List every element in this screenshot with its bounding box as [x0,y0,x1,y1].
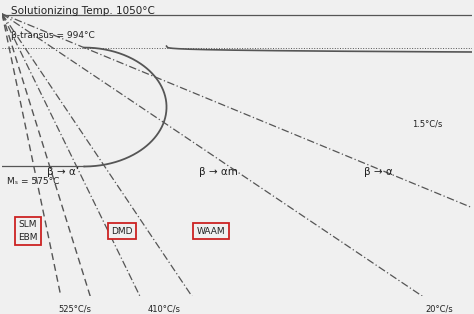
Text: 410°C/s: 410°C/s [148,305,181,313]
Text: WAAM: WAAM [197,227,226,236]
Text: Mₛ = 575°C: Mₛ = 575°C [7,177,59,186]
Text: β → α: β → α [364,167,392,177]
Text: β-transus = 994°C: β-transus = 994°C [11,31,95,40]
Text: 20°C/s: 20°C/s [425,305,453,313]
Text: 1.5°C/s: 1.5°C/s [412,120,442,128]
Text: DMD: DMD [111,227,133,236]
Text: 525°C/s: 525°C/s [58,305,91,313]
Text: β → αm: β → αm [199,167,237,177]
Text: SLM
EBM: SLM EBM [18,220,37,242]
Text: β → α’: β → α’ [47,167,79,177]
Text: Solutionizing Temp. 1050°C: Solutionizing Temp. 1050°C [11,7,155,17]
